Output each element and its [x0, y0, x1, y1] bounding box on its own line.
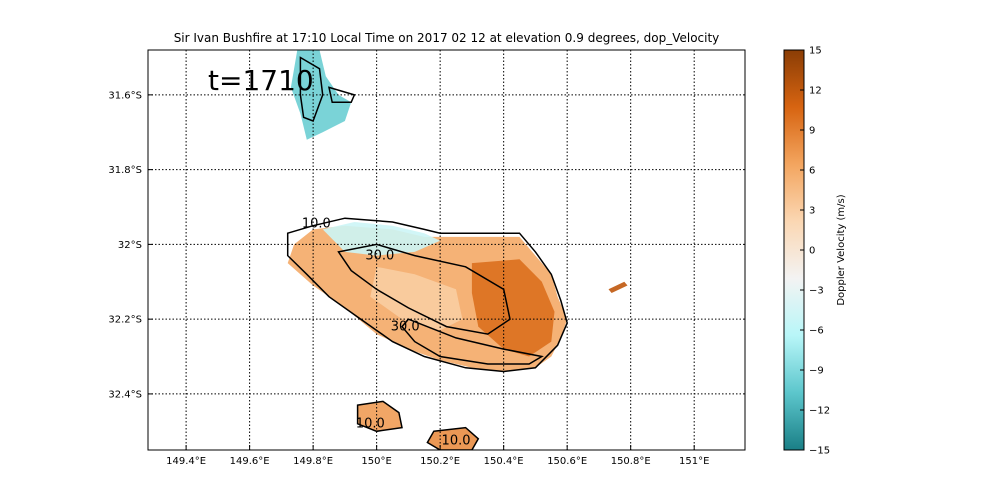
x-tick-label: 150°E: [361, 456, 391, 467]
colorbar-label: Doppler Velocity (m/s): [836, 194, 847, 305]
contour-10-4: [426, 426, 480, 450]
y-tick-label: 32.2°S: [108, 315, 142, 326]
contour-10-5: [299, 56, 324, 122]
x-tick-label: 151°E: [679, 456, 709, 467]
colorbar-tick-label: −3: [809, 286, 824, 297]
y-tick-label: 32°S: [118, 240, 142, 251]
plot-area: [287, 50, 628, 450]
x-tick-label: 150.4°E: [484, 456, 524, 467]
x-tick-label: 150.8°E: [611, 456, 651, 467]
velocity-region-north-inbound: [290, 50, 352, 140]
contour-label: 30.0: [365, 248, 394, 263]
colorbar-tick-label: 0: [809, 246, 815, 257]
axis-ticks: 149.4°E 149.6°E 149.8°E 150°E 150.2°E 150.4°E…: [108, 90, 709, 467]
x-tick-label: 150.6°E: [547, 456, 587, 467]
velocity-region-inbound-cap: [322, 222, 441, 256]
velocity-region-inner-echo: [471, 259, 555, 357]
velocity-region-light-core: [370, 266, 463, 331]
colorbar-tick-label: −6: [809, 326, 824, 337]
colorbar-tick-label: −15: [809, 446, 830, 457]
contour-label: 30.0: [391, 319, 420, 334]
contour-30-1: [337, 243, 511, 335]
colorbar-tick-label: 15: [809, 46, 822, 57]
contour-10-6: [328, 86, 356, 104]
contour-label: 10.0: [356, 417, 385, 432]
gridlines: [148, 50, 745, 450]
velocity-region-small-south-2: [427, 427, 479, 450]
colorbar-tick-label: −9: [809, 366, 824, 377]
contours: 10.0 30.0 30.0 10.0 10.0: [286, 56, 568, 450]
colorbar-tick-label: −12: [809, 406, 830, 417]
colorbar-tick-label: 12: [809, 86, 822, 97]
colorbar-tick-label: 3: [809, 206, 815, 217]
velocity-region-small-south-1: [357, 401, 402, 432]
x-tick-label: 149.8°E: [293, 456, 333, 467]
colorbar-tick-label: 6: [809, 166, 815, 177]
velocity-region-east-speck: [608, 281, 628, 293]
contour-30-2: [401, 318, 544, 365]
x-tick-label: 150.2°E: [420, 456, 460, 467]
axes-frame: [147, 49, 746, 451]
y-tick-label: 32.4°S: [108, 389, 142, 400]
x-tick-label: 149.6°E: [230, 456, 270, 467]
contour-10-0: [286, 217, 568, 373]
y-tick-label: 31.8°S: [108, 165, 142, 176]
colorbar-tick-label: 9: [809, 126, 815, 137]
contour-label: 10.0: [302, 217, 331, 232]
y-tick-label: 31.6°S: [108, 90, 142, 101]
chart-title: Sir Ivan Bushfire at 17:10 Local Time on…: [173, 31, 720, 45]
contour-label: 10.0: [442, 433, 471, 448]
x-tick-label: 149.4°E: [166, 456, 206, 467]
colorbar: −15 −12 −9 −6 −3 0 3 6 9 12 15 Doppler Velocity (m/…: [783, 46, 847, 457]
time-annotation: t=1710: [208, 64, 314, 97]
contour-10-3: [356, 400, 403, 433]
